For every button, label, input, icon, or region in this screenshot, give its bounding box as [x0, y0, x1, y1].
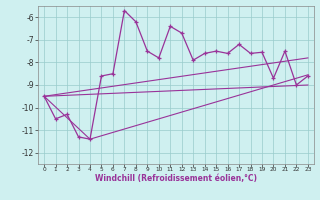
X-axis label: Windchill (Refroidissement éolien,°C): Windchill (Refroidissement éolien,°C) [95, 174, 257, 183]
